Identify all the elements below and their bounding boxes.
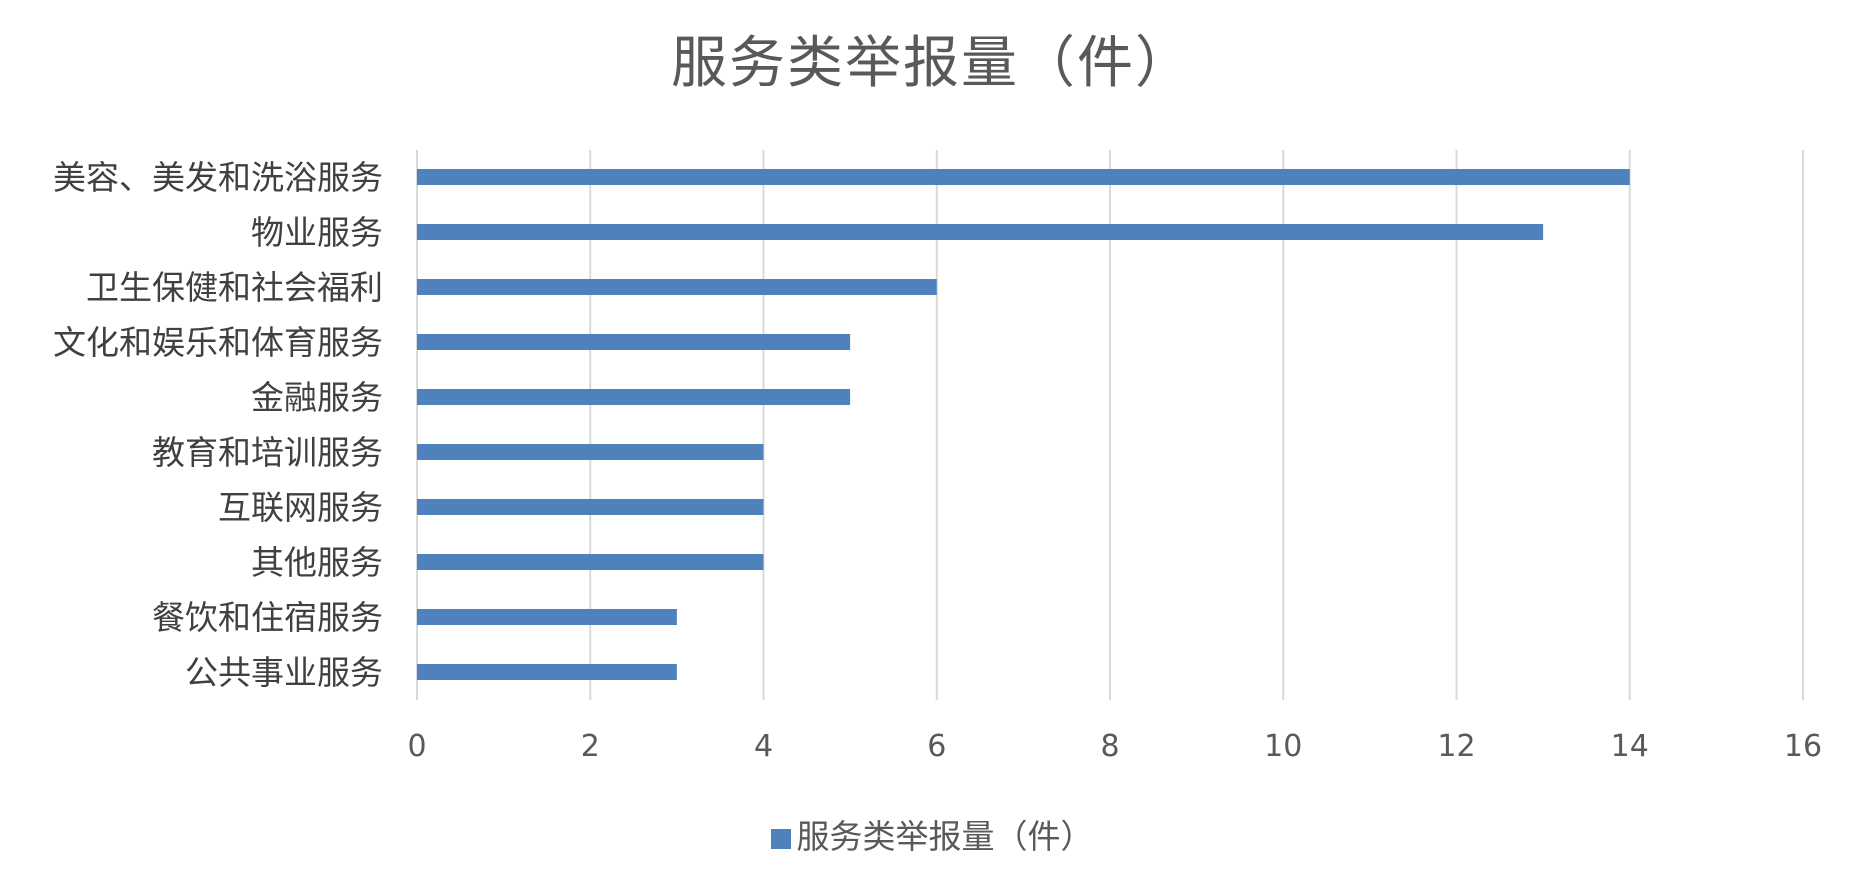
gridlines xyxy=(416,150,1804,700)
category-label: 金融服务 xyxy=(251,378,383,417)
category-label: 互联网服务 xyxy=(218,488,383,527)
chart-title: 服务类举报量（件） xyxy=(671,31,1193,96)
x-tick-label: 16 xyxy=(1784,729,1822,764)
category-label: 其他服务 xyxy=(251,543,383,582)
x-tick-label: 2 xyxy=(581,729,600,764)
x-tick-label: 0 xyxy=(407,729,426,764)
bar-1 xyxy=(417,224,1544,240)
bar-0 xyxy=(417,169,1630,185)
bar-3 xyxy=(417,334,851,350)
x-tick-label: 6 xyxy=(927,729,946,764)
legend-swatch xyxy=(770,829,791,849)
category-label: 卫生保健和社会福利 xyxy=(86,268,383,307)
legend: 服务类举报量（件） xyxy=(0,810,1864,858)
category-label: 物业服务 xyxy=(251,213,383,252)
category-label: 公共事业服务 xyxy=(185,653,383,692)
category-label: 美容、美发和洗浴服务 xyxy=(53,158,383,197)
category-label: 文化和娱乐和体育服务 xyxy=(53,323,383,362)
category-label: 教育和培训服务 xyxy=(152,433,383,472)
bars xyxy=(417,169,1630,680)
bar-9 xyxy=(417,664,677,680)
bar-5 xyxy=(417,444,764,460)
bar-2 xyxy=(417,279,937,295)
x-tick-label: 4 xyxy=(754,729,773,764)
x-tick-label: 12 xyxy=(1437,729,1475,764)
legend-label: 服务类举报量（件） xyxy=(796,817,1094,856)
x-tick-label: 8 xyxy=(1100,729,1119,764)
bar-6 xyxy=(417,499,764,515)
x-tick-label: 10 xyxy=(1264,729,1302,764)
category-label: 餐饮和住宿服务 xyxy=(152,598,383,637)
bar-8 xyxy=(417,609,677,625)
bar-4 xyxy=(417,389,851,405)
category-labels: 美容、美发和洗浴服务物业服务卫生保健和社会福利文化和娱乐和体育服务金融服务教育和… xyxy=(53,158,383,692)
x-tick-label: 14 xyxy=(1611,729,1649,764)
bar-7 xyxy=(417,554,764,570)
x-tick-labels: 0 2 4 6 8 10 12 14 16 xyxy=(407,729,1822,764)
